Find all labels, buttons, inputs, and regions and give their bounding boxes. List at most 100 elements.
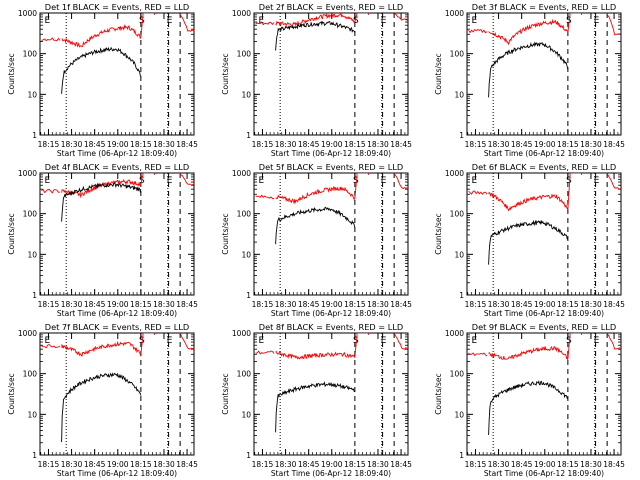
chart-title: Det 6f BLACK = Events, RED = LLD [472,162,616,172]
chart-title: Det 8f BLACK = Events, RED = LLD [259,322,403,332]
events-series-line [275,206,356,245]
lld-pre-segment [255,21,275,26]
x-tick-label: 18:30 [275,460,297,469]
lld-tail-segment [606,333,621,350]
chart-title: Det 2f BLACK = Events, RED = LLD [259,2,403,12]
series-group [255,13,408,51]
series-group [41,333,194,443]
x-tick-label: 18:30 [153,300,175,309]
x-tick-label: 18:30 [488,460,510,469]
x-axis-label: Start Time (06-Apr-12 18:09:40) [57,309,177,318]
plot-frame [466,172,622,296]
x-tick-label: 18:15 [557,140,579,149]
x-tick-label: 19:00 [107,460,129,469]
x-tick-label: 18:30 [61,460,83,469]
x-tick-label: 19:00 [107,300,129,309]
y-tick-label: 10 [27,250,37,259]
chart-panel-7: Det 7f BLACK = Events, RED = LLD 1 10 100 10… [7,322,198,478]
lld-pre-segment [255,350,275,355]
y-tick-label: 1 [246,451,251,460]
lld-tail-segment [606,13,621,36]
plot-frame [253,172,409,296]
y-tick-label: 1000 [232,329,251,338]
x-axis-label: Start Time (06-Apr-12 18:09:40) [271,149,391,158]
x-tick-label: 19:00 [534,300,556,309]
events-series-line [61,372,142,443]
y-axis-label: Counts/sec [7,373,16,414]
lld-tail-segment [179,13,194,32]
series-group [255,333,408,433]
lld-series-line [61,24,142,48]
events-series-line [61,182,142,222]
plot-frame [466,12,622,136]
x-tick-label: 18:45 [298,140,320,149]
y-tick-label: 10 [27,90,37,99]
y-axis-label: Counts/sec [221,53,230,94]
lld-pre-segment [255,194,275,200]
lld-tail-segment [179,173,194,186]
y-tick-label: 1000 [232,169,251,178]
lld-post-segment [140,13,156,38]
y-tick-label: 100 [23,50,38,59]
x-tick-label: 18:45 [603,460,625,469]
plot-frame [39,172,195,296]
x-tick-label: 18:45 [298,300,320,309]
y-tick-label: 1 [246,131,251,140]
edge-marker-label: E [259,16,265,26]
chart-title: Det 9f BLACK = Events, RED = LLD [472,322,616,332]
chart-title: Det 7f BLACK = Events, RED = LLD [45,322,189,332]
lld-tail-segment [393,173,408,190]
y-tick-label: 1000 [18,169,37,178]
events-series-line [488,380,569,436]
lld-series-line [61,340,142,357]
end-marker-label: E [381,176,387,186]
x-tick-label: 18:30 [153,460,175,469]
events-series-line [488,219,569,265]
y-tick-label: 10 [454,250,464,259]
y-axis-label: Counts/sec [221,373,230,414]
x-tick-label: 18:45 [176,300,198,309]
y-axis-label: Counts/sec [221,213,230,254]
x-tick-label: 18:15 [344,300,366,309]
x-tick-label: 18:15 [38,300,60,309]
end-marker-label: E [594,336,600,346]
x-tick-label: 18:45 [84,140,106,149]
x-tick-label: 18:30 [580,300,602,309]
lld-pre-segment [41,343,61,349]
y-tick-label: 1 [246,291,251,300]
y-tick-label: 1000 [18,329,37,338]
chart-panel-3: Det 3f BLACK = Events, RED = LLD 1 10 100 10… [434,2,625,158]
x-tick-label: 18:15 [465,460,487,469]
y-axis-label: Counts/sec [434,373,443,414]
lld-series-line [488,18,569,46]
y-tick-label: 10 [454,90,464,99]
lld-post-segment [354,13,370,23]
x-tick-label: 18:30 [367,460,389,469]
x-tick-label: 18:45 [84,300,106,309]
edge-marker-label: E [45,16,51,26]
x-tick-label: 18:15 [38,460,60,469]
x-tick-label: 18:30 [367,140,389,149]
lld-tail-segment [606,173,621,190]
x-tick-label: 18:30 [488,300,510,309]
edge-marker-label: E [472,336,478,346]
y-tick-label: 100 [23,210,38,219]
x-axis-label: Start Time (06-Apr-12 18:09:40) [271,309,391,318]
lld-pre-segment [468,28,488,34]
y-tick-label: 1000 [445,169,464,178]
plot-frame [39,12,195,136]
y-tick-label: 10 [241,90,251,99]
y-tick-label: 1 [32,451,37,460]
chart-panel-5: Det 5f BLACK = Events, RED = LLD 1 10 100 10… [221,162,412,318]
lld-post-segment [354,173,370,199]
end-marker-label: E [381,336,387,346]
series-group [468,173,621,265]
x-tick-label: 19:00 [321,140,343,149]
y-tick-label: 100 [450,370,465,379]
end-marker-label: E [167,336,173,346]
plot-frame [253,12,409,136]
x-tick-label: 18:30 [153,140,175,149]
lld-series-line [61,179,142,199]
y-tick-label: 1 [459,291,464,300]
y-tick-label: 1000 [445,9,464,18]
